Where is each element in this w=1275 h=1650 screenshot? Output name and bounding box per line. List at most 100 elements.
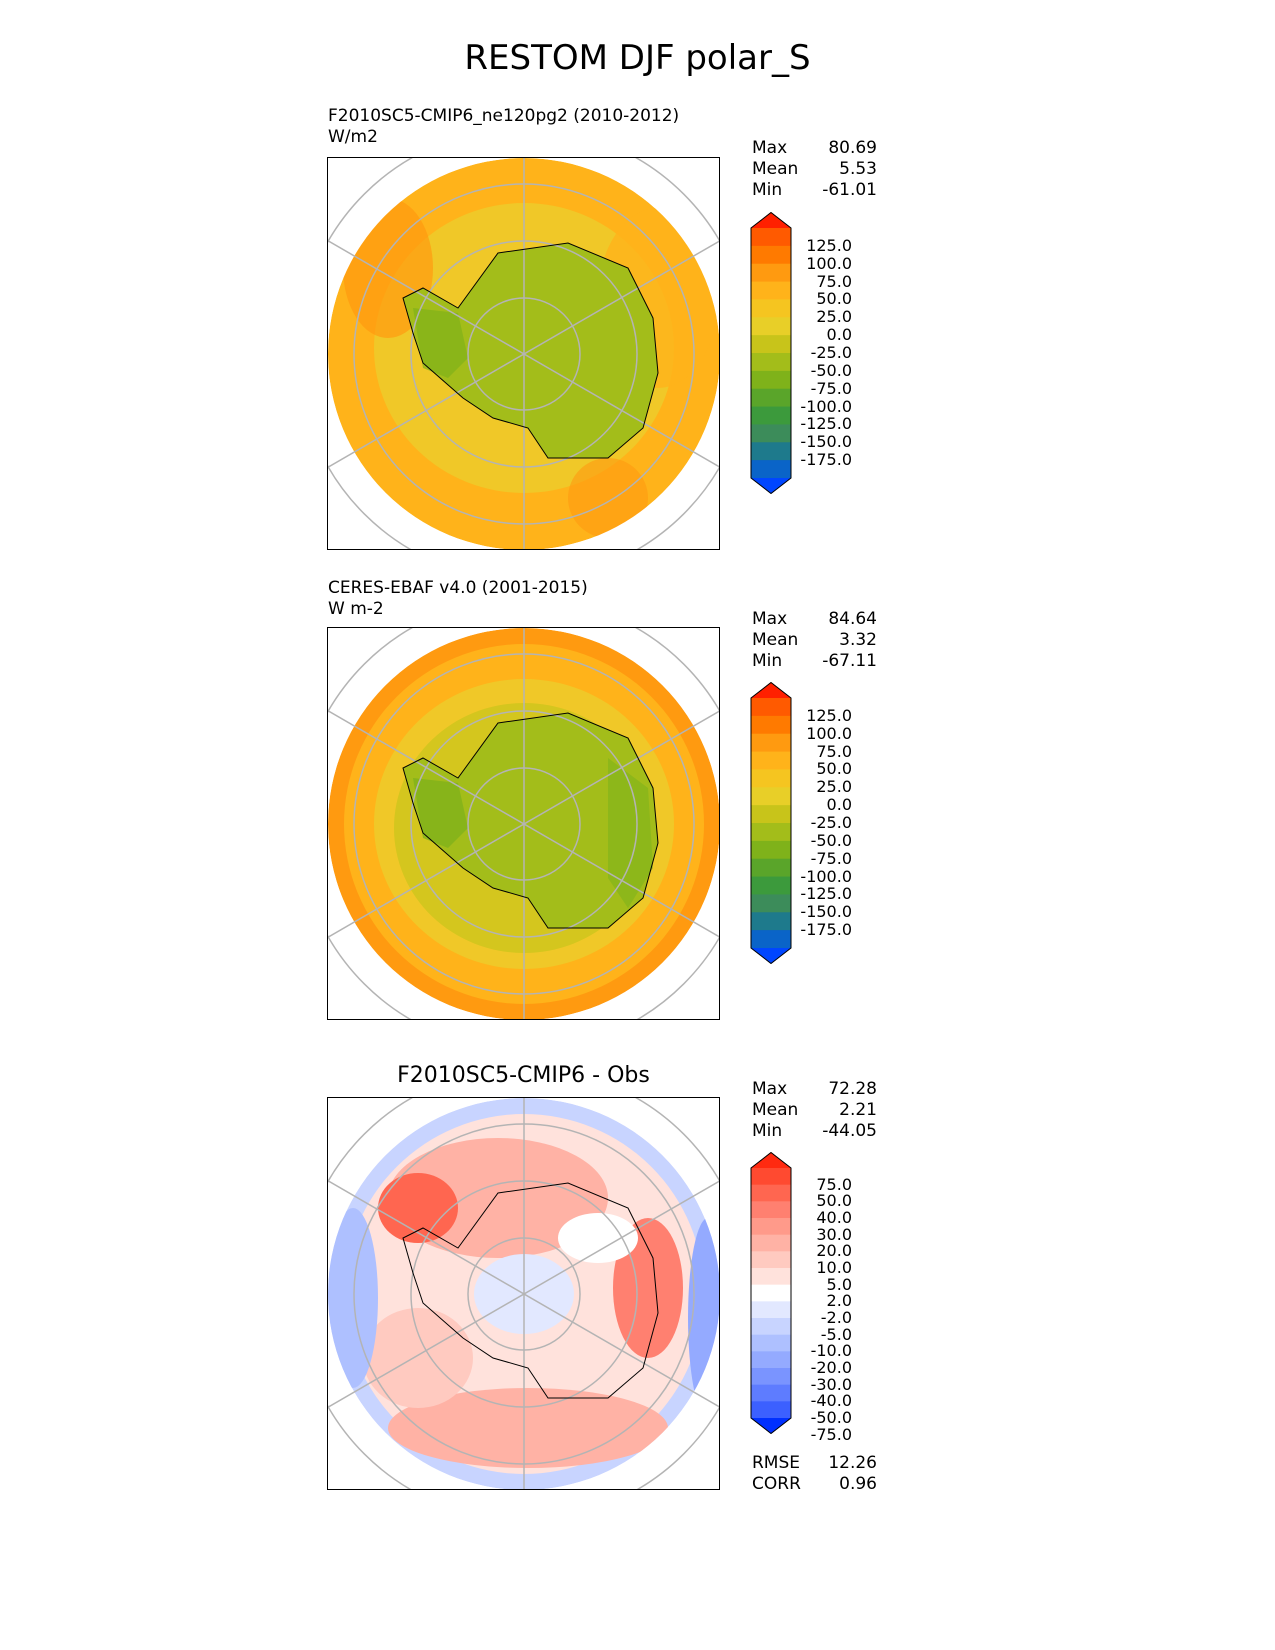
colorbar-segment <box>751 281 791 300</box>
colorbar-bottom-extend <box>751 948 791 964</box>
colorbar-segment <box>751 442 791 461</box>
colorbar-top-extend <box>751 1152 791 1168</box>
panel-2-graticule <box>328 628 719 1019</box>
colorbar-segment <box>751 406 791 425</box>
colorbar-svg <box>750 1152 792 1434</box>
colorbar-segment <box>751 930 791 949</box>
panel-3-error-stats: RMSE 12.26 CORR 0.96 <box>752 1453 877 1494</box>
colorbar-tick-label: 25.0 <box>816 777 852 797</box>
colorbar-tick-label: 50.0 <box>816 289 852 309</box>
colorbar-tick-label: 75.0 <box>816 741 852 761</box>
colorbar-segment <box>751 733 791 753</box>
colorbar-tick-label: -10.0 <box>810 1341 852 1361</box>
panel-1-stats: Max 80.69 Mean 5.53 Min -61.01 <box>752 138 877 200</box>
colorbar-segment <box>751 460 791 479</box>
panel-2-colorbar <box>750 682 795 964</box>
panel-1-units: W/m2 <box>328 127 378 147</box>
panel-1-map-plot <box>328 158 719 549</box>
colorbar-segment <box>751 787 791 806</box>
colorbar-segment <box>751 1284 791 1302</box>
colorbar-segment <box>751 388 791 408</box>
colorbar-tick-label: -2.0 <box>820 1308 852 1327</box>
panel-2-map-plot <box>328 628 719 1019</box>
colorbar-tick-label: 50.0 <box>816 1191 852 1211</box>
colorbar-segment <box>751 370 791 390</box>
colorbar-tick-label: -75.0 <box>810 848 852 868</box>
panel-1-graticule <box>328 158 719 549</box>
colorbar-top-extend <box>751 682 791 698</box>
panel-1-title: F2010SC5-CMIP6_ne120pg2 (2010-2012) W/m2 <box>328 106 679 148</box>
colorbar-tick-label: 75.0 <box>816 1174 852 1194</box>
panel-3-stats: Max 72.28 Mean 2.21 Min -44.05 <box>752 1079 877 1141</box>
colorbar-tick-label: 5.0 <box>826 1274 852 1294</box>
colorbar-segment <box>751 1218 791 1236</box>
panel-1-coastline <box>402 242 659 459</box>
panel-3-graticule <box>328 1098 719 1489</box>
colorbar-tick-label: -50.0 <box>810 830 852 850</box>
colorbar-segment <box>751 823 791 842</box>
colorbar-segment <box>751 1201 791 1219</box>
colorbar-segment <box>751 1268 791 1286</box>
panel-2-stats: Max 84.64 Mean 3.32 Min -67.11 <box>752 609 877 671</box>
colorbar-tick-label: 2.0 <box>826 1291 852 1311</box>
colorbar-svg <box>750 682 792 964</box>
colorbar-tick-label: -5.0 <box>820 1324 852 1344</box>
panel-3-title: F2010SC5-CMIP6 - Obs <box>397 1063 650 1088</box>
panel-1-colorbar-labels: 125.0 100.0 75.0 50.0 25.0 0.0 -25.0 -50.0 -75.0… <box>790 212 852 494</box>
panel-2-colorbar-labels: 125.0 100.0 75.0 50.0 25.0 0.0 -25.0 -50.0 -75.0… <box>790 682 852 964</box>
page-title: RESTOM DJF polar_S <box>464 38 811 78</box>
colorbar-segment <box>751 424 791 443</box>
colorbar-segment <box>751 912 791 931</box>
colorbar-segment <box>751 1368 791 1386</box>
colorbar-tick-label: -20.0 <box>810 1358 852 1377</box>
colorbar-segment <box>751 1318 791 1336</box>
colorbar-top-extend <box>751 212 791 228</box>
colorbar-tick-label: 40.0 <box>816 1208 852 1227</box>
colorbar-tick-label: 100.0 <box>806 253 852 273</box>
colorbar-outline <box>750 212 792 494</box>
colorbar-segment <box>751 1168 791 1186</box>
colorbar-tick-label: -50.0 <box>810 360 852 380</box>
panel-1-colorbar <box>750 212 795 494</box>
colorbar-segment <box>751 894 791 913</box>
colorbar-segment <box>751 698 791 717</box>
colorbar-tick-label: -75.0 <box>810 378 852 398</box>
colorbar-segment <box>751 1184 791 1202</box>
panel-2-map <box>327 627 720 1020</box>
panel-2-coastline <box>402 712 659 929</box>
colorbar-segment <box>751 751 791 770</box>
colorbar-segment <box>751 876 791 895</box>
colorbar-tick-label: -125.0 <box>800 884 852 904</box>
panel-1-map <box>327 157 720 550</box>
colorbar-segment <box>751 1351 791 1369</box>
colorbar-tick-label: -150.0 <box>800 902 852 922</box>
panel-3-colorbar <box>750 1152 795 1434</box>
colorbar-segment <box>751 299 791 318</box>
colorbar-tick-label: 0.0 <box>826 325 852 345</box>
colorbar-bottom-extend <box>751 478 791 494</box>
colorbar-tick-label: 125.0 <box>806 705 852 725</box>
panel-3-coastline <box>402 1182 659 1399</box>
panel-3-map <box>327 1097 720 1490</box>
panel-2-title: CERES-EBAF v4.0 (2001-2015) W m-2 <box>328 578 588 620</box>
panel-3-map-plot <box>328 1098 719 1489</box>
panel-2-units: W m-2 <box>328 599 384 619</box>
colorbar-segment <box>751 245 791 265</box>
colorbar-segment <box>751 840 791 860</box>
colorbar-segment <box>751 769 791 788</box>
panel-2-case-name: CERES-EBAF v4.0 (2001-2015) <box>328 578 588 598</box>
colorbar-tick-label: -25.0 <box>810 813 852 832</box>
colorbar-tick-label: -25.0 <box>810 343 852 362</box>
colorbar-tick-label: 125.0 <box>806 235 852 255</box>
colorbar-segment <box>751 353 791 372</box>
colorbar-tick-label: -100.0 <box>800 396 852 416</box>
colorbar-tick-label: 0.0 <box>826 795 852 815</box>
colorbar-tick-label: -125.0 <box>800 414 852 434</box>
colorbar-segment <box>751 715 791 735</box>
colorbar-segment <box>751 1334 791 1352</box>
colorbar-tick-label: 75.0 <box>816 271 852 291</box>
panel-1-case-name: F2010SC5-CMIP6_ne120pg2 (2010-2012) <box>328 106 680 126</box>
colorbar-svg <box>750 212 792 494</box>
colorbar-tick-label: -175.0 <box>800 920 852 940</box>
colorbar-tick-label: 20.0 <box>816 1241 852 1261</box>
